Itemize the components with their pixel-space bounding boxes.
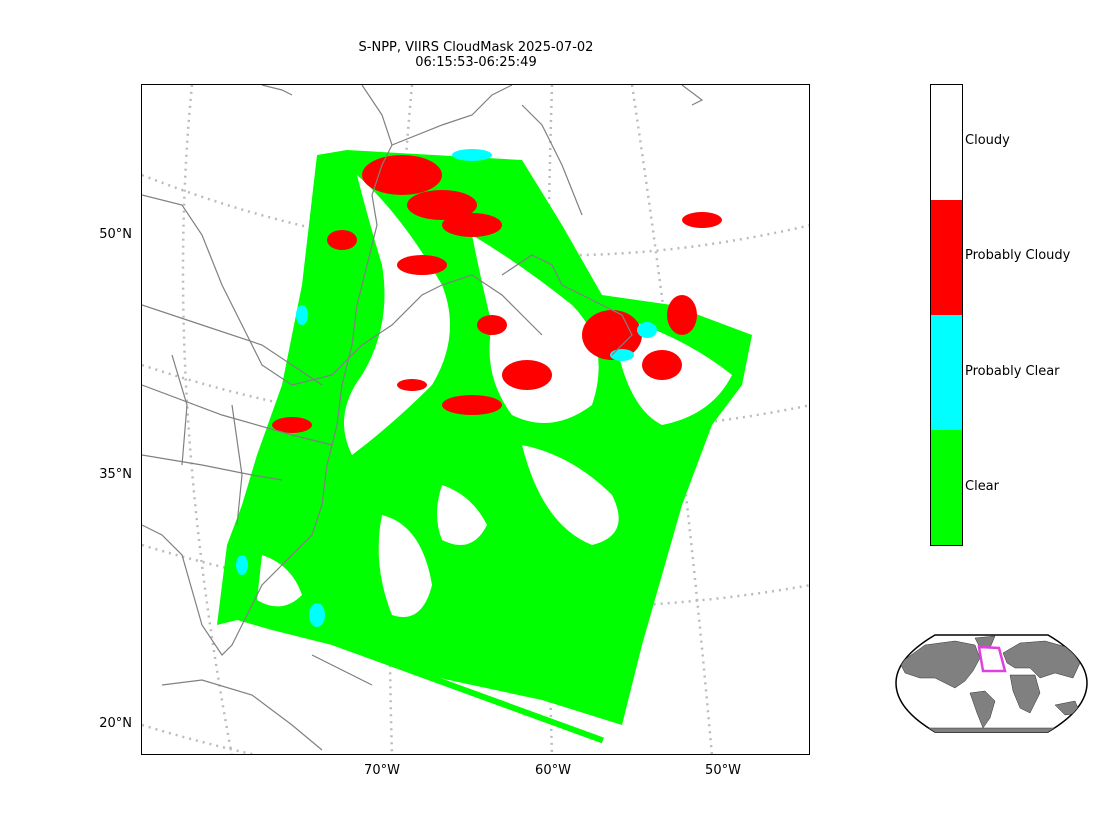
coastlines bbox=[142, 85, 704, 751]
lon-label-70w: 70°W bbox=[364, 763, 400, 778]
lon-label-60w: 60°W bbox=[535, 763, 571, 778]
lat-label-50n: 50°N bbox=[99, 227, 132, 242]
legend-swatch-clear bbox=[931, 430, 962, 545]
lon-label-50w: 50°W bbox=[705, 763, 741, 778]
inset-land bbox=[899, 635, 1081, 732]
legend-label-cloudy: Cloudy bbox=[965, 133, 1010, 148]
map-svg bbox=[142, 85, 809, 754]
title-line-1: S-NPP, VIIRS CloudMask 2025-07-02 bbox=[358, 40, 594, 55]
map-title: S-NPP, VIIRS CloudMask 2025-07-02 06:15:… bbox=[276, 40, 676, 70]
overview-inset-map bbox=[895, 633, 1088, 734]
legend-swatch-probably-cloudy bbox=[931, 200, 962, 315]
legend-colorbar bbox=[930, 84, 963, 546]
lat-label-35n: 35°N bbox=[99, 467, 132, 482]
lat-label-20n: 20°N bbox=[99, 716, 132, 731]
legend-swatch-probably-clear bbox=[931, 315, 962, 430]
cloudmask-swath bbox=[217, 149, 752, 744]
legend-label-probably-clear: Probably Clear bbox=[965, 364, 1060, 379]
inset-region-box bbox=[977, 645, 1007, 673]
legend-swatch-cloudy bbox=[931, 85, 962, 200]
title-line-2: 06:15:53-06:25:49 bbox=[415, 55, 537, 70]
legend-label-clear: Clear bbox=[965, 479, 999, 494]
map-panel[interactable] bbox=[141, 84, 810, 755]
legend-label-probably-cloudy: Probably Cloudy bbox=[965, 248, 1071, 263]
